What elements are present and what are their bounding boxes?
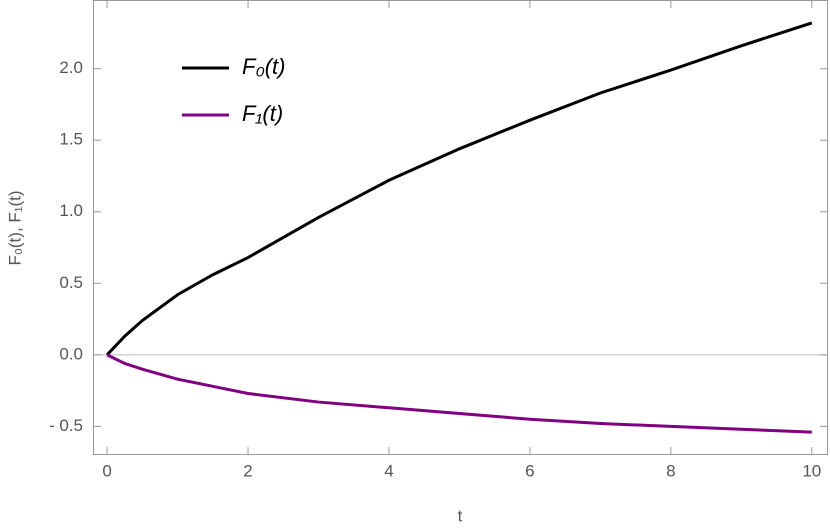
legend-label: F₀(t)	[242, 54, 285, 79]
y-axis-label: F₀(t), F₁(t)	[5, 190, 24, 265]
y-tick-label: 1.0	[59, 201, 83, 220]
y-tick-label: - 0.5	[49, 416, 83, 435]
x-tick-label: 6	[525, 461, 534, 480]
x-tick-label: 0	[102, 461, 111, 480]
y-tick-label: 0.5	[59, 273, 83, 292]
x-axis-label: t	[458, 506, 463, 525]
y-tick-label: 0.0	[59, 344, 83, 363]
y-tick-label: 1.5	[59, 130, 83, 149]
x-tick-label: 8	[666, 461, 675, 480]
y-tick-label: 2.0	[59, 58, 83, 77]
series-line	[106, 353, 812, 434]
x-tick-label: 2	[243, 461, 252, 480]
series-line	[106, 21, 813, 356]
x-tick-label: 4	[384, 461, 393, 480]
legend-label: F₁(t)	[242, 101, 283, 126]
plot-frame	[93, 0, 828, 455]
x-tick-label: 10	[802, 461, 821, 480]
